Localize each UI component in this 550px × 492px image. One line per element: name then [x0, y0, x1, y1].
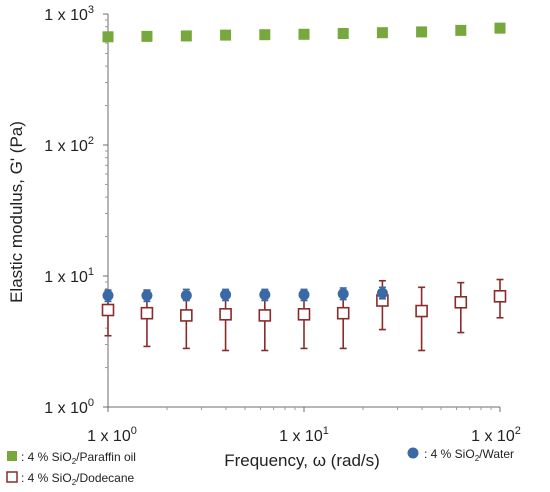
x-tick-label: 1 x 100 [87, 425, 137, 445]
legend-marker [6, 471, 18, 483]
data-point [180, 30, 192, 42]
y-tick-label: 1 x 103 [44, 4, 94, 24]
data-point [220, 29, 232, 41]
data-point [376, 287, 388, 299]
y-tick-label: 1 x 100 [44, 397, 94, 417]
data-point [376, 27, 388, 39]
x-axis-label: Frequency, ω (rad/s) [224, 451, 380, 470]
data-point [101, 303, 115, 317]
legend-label: : 4 % SiO2/Paraffin oil [21, 450, 136, 466]
data-point [415, 304, 428, 318]
data-point [140, 306, 154, 320]
legend-marker [7, 451, 17, 461]
series-2 [102, 286, 388, 303]
data-marks [101, 22, 507, 352]
x-tick-label: 1 x 102 [471, 425, 521, 445]
legend-label: : 4 % SiO2/Water [424, 447, 514, 463]
data-point [219, 308, 232, 321]
data-point [455, 24, 467, 36]
data-point [454, 295, 468, 309]
data-point [298, 28, 310, 40]
data-point [336, 306, 350, 320]
series-1 [102, 22, 506, 43]
data-point [337, 27, 349, 39]
data-point [297, 308, 311, 321]
data-point [259, 29, 271, 41]
legend-marker [407, 447, 419, 459]
data-point [180, 289, 192, 301]
axis-ticks: 1 x 100 1 x 101 1 x 102 1 x 103 1 x 100 1 x 1… [44, 4, 521, 445]
data-point [494, 22, 506, 34]
x-tick-label: 1 x 101 [279, 425, 329, 445]
data-point [259, 289, 271, 301]
data-point [298, 289, 310, 301]
data-point [220, 289, 232, 301]
y-tick-label: 1 x 101 [44, 266, 94, 286]
data-point [141, 30, 153, 42]
legend-item-2: : 4 % SiO2/Water [407, 447, 514, 463]
legend-item-3: : 4 % SiO2/Dodecane [6, 471, 135, 487]
data-point [258, 309, 272, 322]
y-axis-label: Elastic modulus, G' (Pa) [7, 121, 26, 303]
data-point [102, 289, 114, 301]
legend-label: : 4 % SiO2/Dodecane [21, 471, 135, 487]
data-point [102, 31, 114, 43]
data-point [141, 289, 153, 301]
legend-item-1: : 4 % SiO2/Paraffin oil [7, 450, 136, 466]
data-point [337, 288, 349, 300]
y-tick-label: 1 x 102 [44, 135, 94, 155]
legend: : 4 % SiO2/Paraffin oil : 4 % SiO2/Water:… [6, 447, 514, 487]
data-point [416, 26, 428, 38]
data-point [180, 309, 193, 322]
data-point [493, 289, 507, 303]
